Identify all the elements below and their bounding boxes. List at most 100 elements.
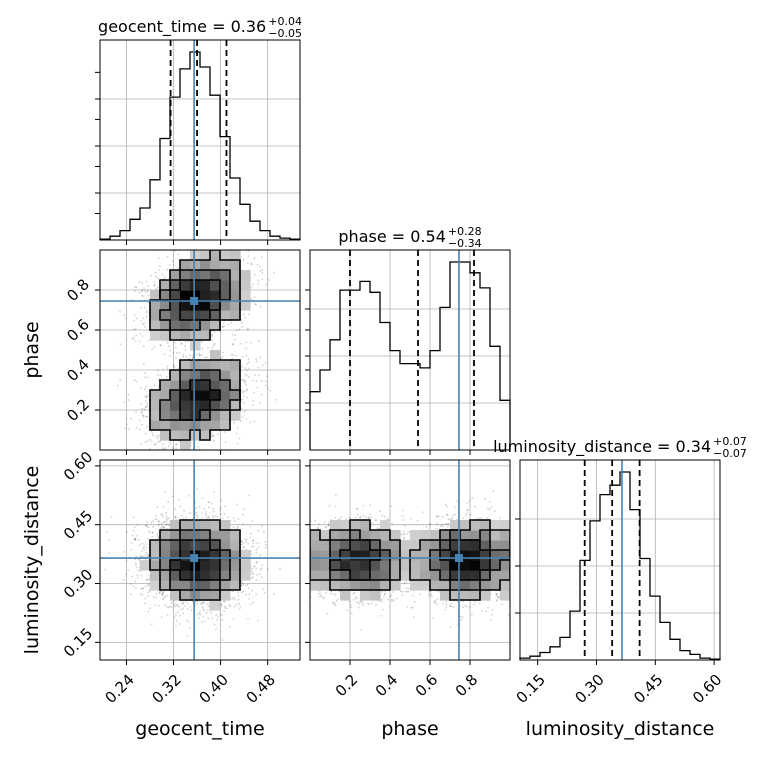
sample-point bbox=[243, 379, 246, 382]
sample-point bbox=[138, 340, 141, 343]
sample-point bbox=[127, 393, 130, 396]
sample-point bbox=[256, 264, 259, 266]
sample-point bbox=[147, 376, 149, 379]
sample-point bbox=[242, 313, 245, 316]
sample-point bbox=[250, 570, 253, 572]
sample-point bbox=[137, 576, 139, 579]
sample-point bbox=[133, 379, 136, 382]
sample-point bbox=[172, 260, 174, 262]
sample-point bbox=[166, 256, 169, 258]
sample-point bbox=[241, 326, 244, 328]
sample-point bbox=[235, 603, 238, 606]
sample-point bbox=[244, 316, 246, 319]
density-cell bbox=[180, 300, 191, 311]
sample-point bbox=[152, 434, 155, 437]
sample-point bbox=[250, 341, 252, 344]
sample-point bbox=[139, 593, 142, 595]
sample-point bbox=[197, 446, 200, 448]
sample-point bbox=[163, 353, 166, 356]
sample-point bbox=[211, 514, 214, 517]
sample-point bbox=[212, 435, 215, 437]
sample-point bbox=[147, 294, 150, 297]
density-cell bbox=[210, 300, 221, 311]
sample-point bbox=[233, 605, 236, 608]
sample-point bbox=[211, 333, 214, 336]
sample-point bbox=[244, 373, 246, 376]
sample-point bbox=[250, 286, 253, 289]
sample-point bbox=[146, 440, 149, 442]
sample-point bbox=[267, 387, 269, 390]
sample-point bbox=[259, 356, 261, 359]
sample-point bbox=[137, 538, 140, 541]
sample-point bbox=[162, 598, 165, 601]
sample-point bbox=[148, 607, 151, 609]
sample-point bbox=[131, 337, 134, 340]
sample-point bbox=[231, 343, 234, 346]
sample-point bbox=[146, 425, 149, 428]
density-cell bbox=[180, 380, 191, 391]
sample-point bbox=[141, 294, 144, 297]
density-cell bbox=[190, 360, 201, 371]
sample-point bbox=[135, 411, 138, 414]
density-cell bbox=[230, 390, 241, 401]
sample-point bbox=[213, 331, 216, 333]
sample-point bbox=[125, 417, 128, 420]
density-cell bbox=[210, 290, 221, 301]
sample-point bbox=[142, 587, 145, 589]
sample-point bbox=[244, 380, 246, 383]
sample-point bbox=[176, 351, 178, 354]
sample-point bbox=[134, 328, 137, 331]
sample-point bbox=[259, 269, 262, 272]
sample-point bbox=[140, 412, 143, 414]
title-sub: −0.05 bbox=[268, 27, 302, 40]
sample-point bbox=[251, 379, 254, 382]
density-cell bbox=[200, 430, 211, 441]
sample-point bbox=[213, 490, 216, 493]
sample-point bbox=[175, 443, 177, 446]
sample-point bbox=[146, 555, 149, 558]
histogram-frame-luminosity_distance bbox=[519, 459, 721, 661]
sample-point bbox=[142, 295, 145, 298]
sample-point bbox=[196, 600, 199, 603]
sample-point bbox=[151, 531, 154, 534]
sample-point bbox=[175, 346, 177, 349]
sample-point bbox=[252, 283, 255, 286]
sample-point bbox=[182, 602, 185, 605]
sample-point bbox=[222, 322, 225, 325]
sample-point bbox=[195, 354, 198, 356]
histogram-luminosity_distance bbox=[519, 471, 721, 660]
sample-point bbox=[184, 349, 187, 351]
sample-point bbox=[265, 283, 268, 286]
sample-point bbox=[143, 306, 146, 309]
density-cell bbox=[170, 300, 181, 311]
density-cell bbox=[210, 260, 221, 271]
sample-point bbox=[141, 335, 144, 338]
sample-point bbox=[141, 323, 144, 326]
histogram-frame-geocent_time bbox=[99, 39, 301, 241]
sample-point bbox=[261, 256, 263, 258]
sample-point bbox=[157, 369, 159, 372]
sample-point bbox=[213, 344, 216, 346]
density-cell bbox=[220, 410, 231, 421]
sample-point bbox=[185, 355, 188, 358]
sample-point bbox=[148, 588, 151, 591]
sample-point bbox=[218, 509, 221, 512]
density-cell bbox=[220, 370, 231, 381]
sample-point bbox=[134, 538, 137, 541]
sample-point bbox=[145, 396, 148, 399]
density-cell bbox=[230, 250, 241, 261]
sample-point bbox=[211, 434, 214, 437]
sample-point bbox=[273, 593, 275, 595]
sample-point bbox=[182, 355, 185, 358]
density-cell bbox=[230, 290, 241, 301]
sample-point bbox=[211, 339, 214, 342]
sample-point bbox=[155, 592, 158, 595]
sample-point bbox=[220, 357, 223, 360]
sample-point bbox=[230, 354, 233, 356]
sample-point bbox=[207, 506, 210, 509]
sample-point bbox=[119, 379, 122, 382]
sample-point bbox=[139, 333, 141, 335]
sample-point bbox=[154, 442, 157, 445]
sample-point bbox=[142, 363, 145, 366]
sample-point bbox=[249, 525, 252, 528]
